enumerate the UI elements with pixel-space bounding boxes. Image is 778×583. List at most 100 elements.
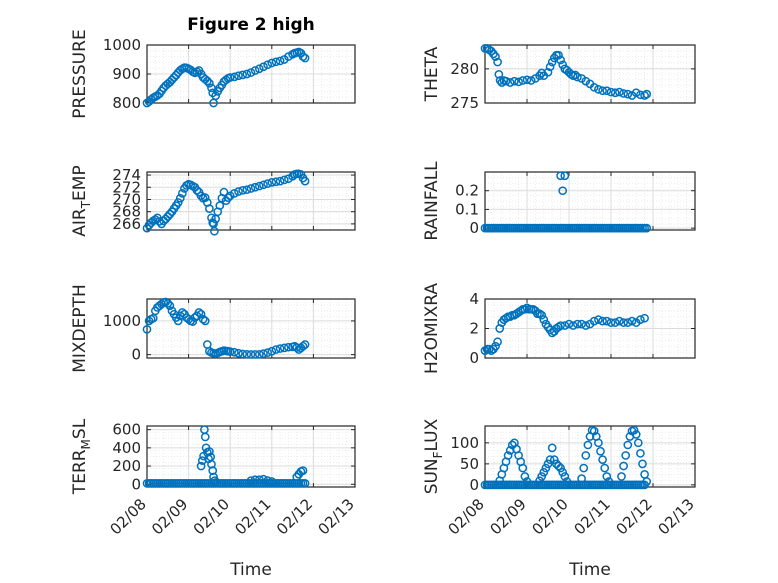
- data-point: [594, 85, 603, 94]
- x-tick-label: 02/10: [190, 495, 233, 538]
- data-point: [194, 308, 204, 317]
- data-point: [642, 89, 652, 99]
- data-series: [142, 47, 310, 108]
- data-point: [267, 477, 277, 486]
- data-point: [238, 70, 248, 80]
- data-point: [514, 77, 523, 87]
- y-tick-label: 4: [469, 290, 479, 308]
- data-point: [271, 345, 281, 354]
- data-point: [300, 479, 310, 488]
- data-point: [638, 459, 647, 469]
- data-point: [238, 349, 248, 359]
- data-point: [518, 76, 528, 85]
- data-point: [493, 57, 502, 67]
- data-point: [205, 447, 214, 456]
- data-point: [497, 78, 507, 87]
- data-point: [589, 426, 599, 436]
- data-point: [581, 321, 591, 330]
- y-tick-label: 100: [450, 434, 479, 452]
- data-point: [558, 60, 568, 70]
- data-point: [627, 316, 637, 326]
- data-point: [579, 463, 589, 473]
- data-point: [623, 89, 633, 99]
- data-point: [259, 180, 268, 190]
- y-tick-label: 0.2: [455, 182, 479, 200]
- y-tick-label: 280: [450, 60, 479, 78]
- data-point: [259, 474, 268, 484]
- data-point: [205, 78, 214, 88]
- data-point: [619, 89, 628, 98]
- data-point: [298, 52, 308, 61]
- data-point: [250, 350, 260, 359]
- data-point: [615, 316, 624, 326]
- data-point: [510, 76, 519, 86]
- data-point: [554, 50, 563, 60]
- data-point: [200, 432, 210, 442]
- data-point: [642, 223, 652, 233]
- data-point: [610, 318, 620, 327]
- data-point: [208, 466, 218, 475]
- data-point: [175, 193, 185, 203]
- data-point: [161, 214, 171, 224]
- data-point: [267, 58, 277, 68]
- data-point: [541, 463, 551, 473]
- data-point: [522, 75, 532, 85]
- y-axis-label: PRESSURE: [70, 29, 90, 118]
- y-tick-label: 900: [112, 65, 141, 83]
- data-point: [573, 319, 582, 329]
- y-tick-label: 1000: [103, 312, 141, 330]
- data-point: [636, 90, 645, 100]
- data-point: [246, 68, 256, 77]
- y-axis-label-part: EMP: [70, 165, 90, 201]
- data-point: [491, 341, 500, 351]
- data-point: [259, 62, 268, 72]
- data-point: [596, 446, 605, 456]
- zero-marker-band: [480, 223, 652, 233]
- data-point: [520, 472, 530, 481]
- data-point: [254, 64, 264, 74]
- y-tick-label: 275: [450, 94, 479, 112]
- data-point: [518, 463, 528, 473]
- y-axis-label-part: AIR: [70, 208, 90, 237]
- data-point: [246, 184, 256, 193]
- minor-grid: [146, 299, 356, 358]
- y-tick-label: 2: [469, 320, 479, 338]
- data-point: [602, 316, 612, 326]
- y-tick-label: 0: [131, 346, 141, 364]
- data-point: [230, 347, 239, 357]
- y-tick-label: 200: [112, 457, 141, 475]
- data-point: [480, 346, 490, 355]
- y-tick-label: 270: [112, 190, 141, 208]
- x-tick-label: 02/11: [231, 495, 274, 538]
- y-axis-label-part: SL: [70, 418, 90, 439]
- minor-grid: [484, 45, 696, 103]
- subplot-pressure: 800 900 1000 PRESSURE: [70, 29, 356, 119]
- y-tick-label: 50: [460, 455, 479, 473]
- data-point: [547, 443, 557, 453]
- data-point: [250, 182, 260, 192]
- data-point: [210, 226, 219, 236]
- y-axis-label-subscript: T: [79, 200, 93, 209]
- zero-marker-band: [480, 480, 649, 490]
- y-tick-label: 0.1: [455, 200, 479, 218]
- data-point: [200, 316, 210, 326]
- data-point: [279, 175, 289, 185]
- zero-marker-band: [142, 479, 310, 488]
- data-point: [501, 76, 511, 86]
- y-axis-label: AIRTEMP: [70, 165, 93, 236]
- x-tick-label: 02/10: [529, 495, 572, 538]
- data-point: [543, 459, 553, 469]
- data-point: [207, 83, 216, 93]
- data-point: [535, 476, 544, 486]
- data-point: [581, 451, 591, 460]
- data-point: [556, 55, 565, 65]
- data-point: [242, 69, 252, 79]
- data-point: [298, 341, 308, 351]
- data-point: [545, 62, 555, 72]
- data-series: [480, 44, 652, 100]
- data-point: [598, 455, 607, 465]
- data-point: [263, 60, 272, 70]
- x-tick-label: 02/12: [273, 495, 316, 538]
- data-point: [196, 461, 206, 471]
